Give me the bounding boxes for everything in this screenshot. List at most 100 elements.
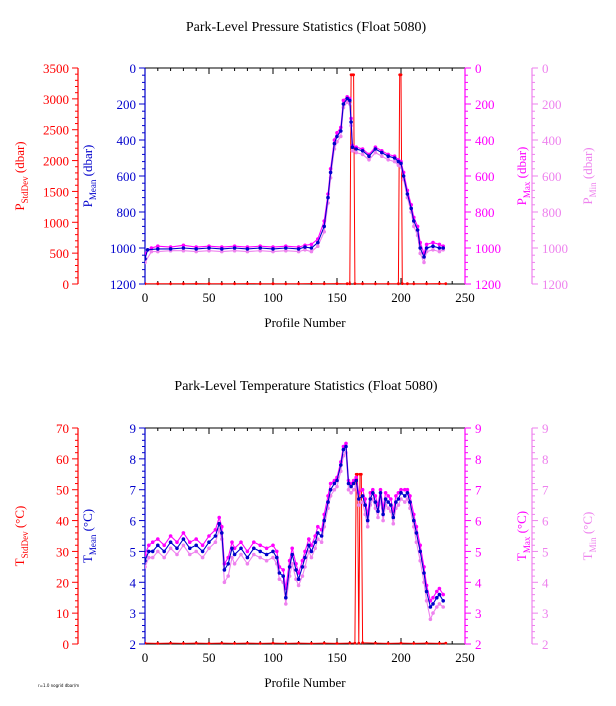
temperature-min-point <box>391 521 396 526</box>
pressure-min-point <box>392 159 397 164</box>
temperature-max-point <box>328 481 333 486</box>
temperature-mean-point <box>428 605 433 609</box>
temperature-mean-point <box>300 565 305 569</box>
pressure-stddev-point <box>444 282 448 286</box>
temperature-stddev-point <box>353 641 357 645</box>
temperature-max-point <box>300 558 305 563</box>
temperature-min-point <box>351 487 356 492</box>
temperature-min-point <box>300 574 305 578</box>
pressure-mean-point <box>437 246 442 250</box>
pressure-mean-point <box>332 141 337 146</box>
pressure-stddev-point <box>406 282 409 286</box>
pressure-stddev-point <box>233 282 237 286</box>
temperature-mean-point <box>368 497 373 501</box>
pressure-mean-point <box>245 247 250 251</box>
pressure-mean-point <box>168 247 173 251</box>
temperature-min-point <box>376 515 380 520</box>
temperature-mean-point <box>386 500 391 504</box>
pressure-stddev-point <box>335 282 339 285</box>
temperature-min-tick-label: 7 <box>542 483 549 498</box>
pressure-max-point <box>309 242 314 247</box>
temperature-max-point <box>405 487 410 492</box>
pressure-mean-point <box>258 246 263 250</box>
pressure-mean-point <box>339 129 343 133</box>
pressure-mean-point <box>181 246 186 250</box>
footer-note: r=1.0 nogrid dbar/m <box>38 683 79 688</box>
temperature-min-point <box>441 605 446 609</box>
temperature-min-point <box>147 555 151 560</box>
temperature-max-point <box>435 589 439 594</box>
pressure-stddev-point <box>322 282 326 286</box>
pressure-stddev-point <box>271 282 275 286</box>
pressure-max-point <box>156 244 160 248</box>
temperature-max-point <box>162 543 166 548</box>
temperature-max-point <box>217 515 221 520</box>
temperature-min-point <box>296 583 301 588</box>
temperature-min-point <box>313 546 318 551</box>
temperature-min-point <box>399 497 403 501</box>
temperature-max-point <box>213 528 218 532</box>
temperature-stddev-point <box>194 641 198 645</box>
pressure-x-tick-label: 100 <box>263 290 283 305</box>
temperature-stddev-point <box>357 641 361 645</box>
temperature-min-point <box>418 558 423 563</box>
temperature-max-point <box>175 540 179 544</box>
temperature-mean-point <box>220 531 224 535</box>
pressure-min-point <box>145 260 147 265</box>
temperature-stddev-point <box>361 641 364 645</box>
temperature-mean-point <box>354 478 359 483</box>
pressure-stddev-point <box>310 282 313 285</box>
temperature-stddev-tick-label: 10 <box>56 606 69 621</box>
pressure-max-tick-label: 400 <box>475 133 495 148</box>
pressure-mean-tick-label: 400 <box>117 133 137 148</box>
pressure-stddev-point <box>145 282 147 286</box>
pressure-mean-point <box>354 147 359 151</box>
pressure-max-point <box>341 98 346 103</box>
temperature-x-tick-label: 150 <box>327 650 347 665</box>
temperature-min-point <box>258 555 263 560</box>
temperature-mean-point <box>230 546 234 551</box>
pressure-mean-tick-label: 1200 <box>110 277 136 292</box>
temperature-max-point <box>147 543 151 548</box>
temperature-min-point <box>230 555 234 560</box>
temperature-min-point <box>264 558 269 563</box>
pressure-min-point <box>335 140 339 144</box>
temperature-stddev-tick-label: 30 <box>56 544 69 559</box>
temperature-min-point <box>428 617 433 622</box>
pressure-mean-point <box>207 246 211 250</box>
temperature-max-point <box>386 494 391 498</box>
temperature-min-point <box>207 546 211 551</box>
temperature-stddev-point <box>271 641 275 645</box>
temperature-mean-point <box>328 487 333 492</box>
temperature-max-point <box>181 531 186 535</box>
pressure-stddev-point <box>220 282 224 286</box>
pressure-x-axis-label: Profile Number <box>264 315 346 330</box>
pressure-x-tick-label: 250 <box>455 290 475 305</box>
pressure-stddev-point <box>374 282 377 286</box>
temperature-mean-point <box>332 481 337 486</box>
pressure-stddev-tick-label: 1000 <box>43 215 69 230</box>
temperature-min-point <box>245 562 250 566</box>
temperature-mean-series-line <box>145 445 444 609</box>
temperature-mean-point <box>316 531 320 535</box>
temperature-max-point <box>316 524 320 529</box>
temperature-stddev-point <box>169 641 173 645</box>
pressure-stddev-point <box>182 282 185 286</box>
pressure-mean-point <box>392 156 397 160</box>
pressure-x-tick-label: 150 <box>327 290 347 305</box>
temperature-mean-point <box>437 592 442 597</box>
pressure-mean-point <box>424 246 429 250</box>
temperature-max-point <box>264 546 269 551</box>
temperature-max-point <box>360 487 365 492</box>
pressure-min-point <box>309 249 314 254</box>
temperature-mean-point <box>365 518 370 523</box>
temperature-max-point <box>371 487 375 492</box>
temperature-min-point <box>150 555 155 560</box>
temperature-mean-point <box>319 534 324 538</box>
pressure-min-series-line <box>145 101 444 265</box>
temperature-min-series-line <box>145 451 444 622</box>
temperature-min-point <box>414 540 419 544</box>
temperature-max-point <box>188 540 192 544</box>
temperature-mean-axis-label: TMean (°C) <box>80 509 98 563</box>
temperature-max-point <box>354 475 359 480</box>
